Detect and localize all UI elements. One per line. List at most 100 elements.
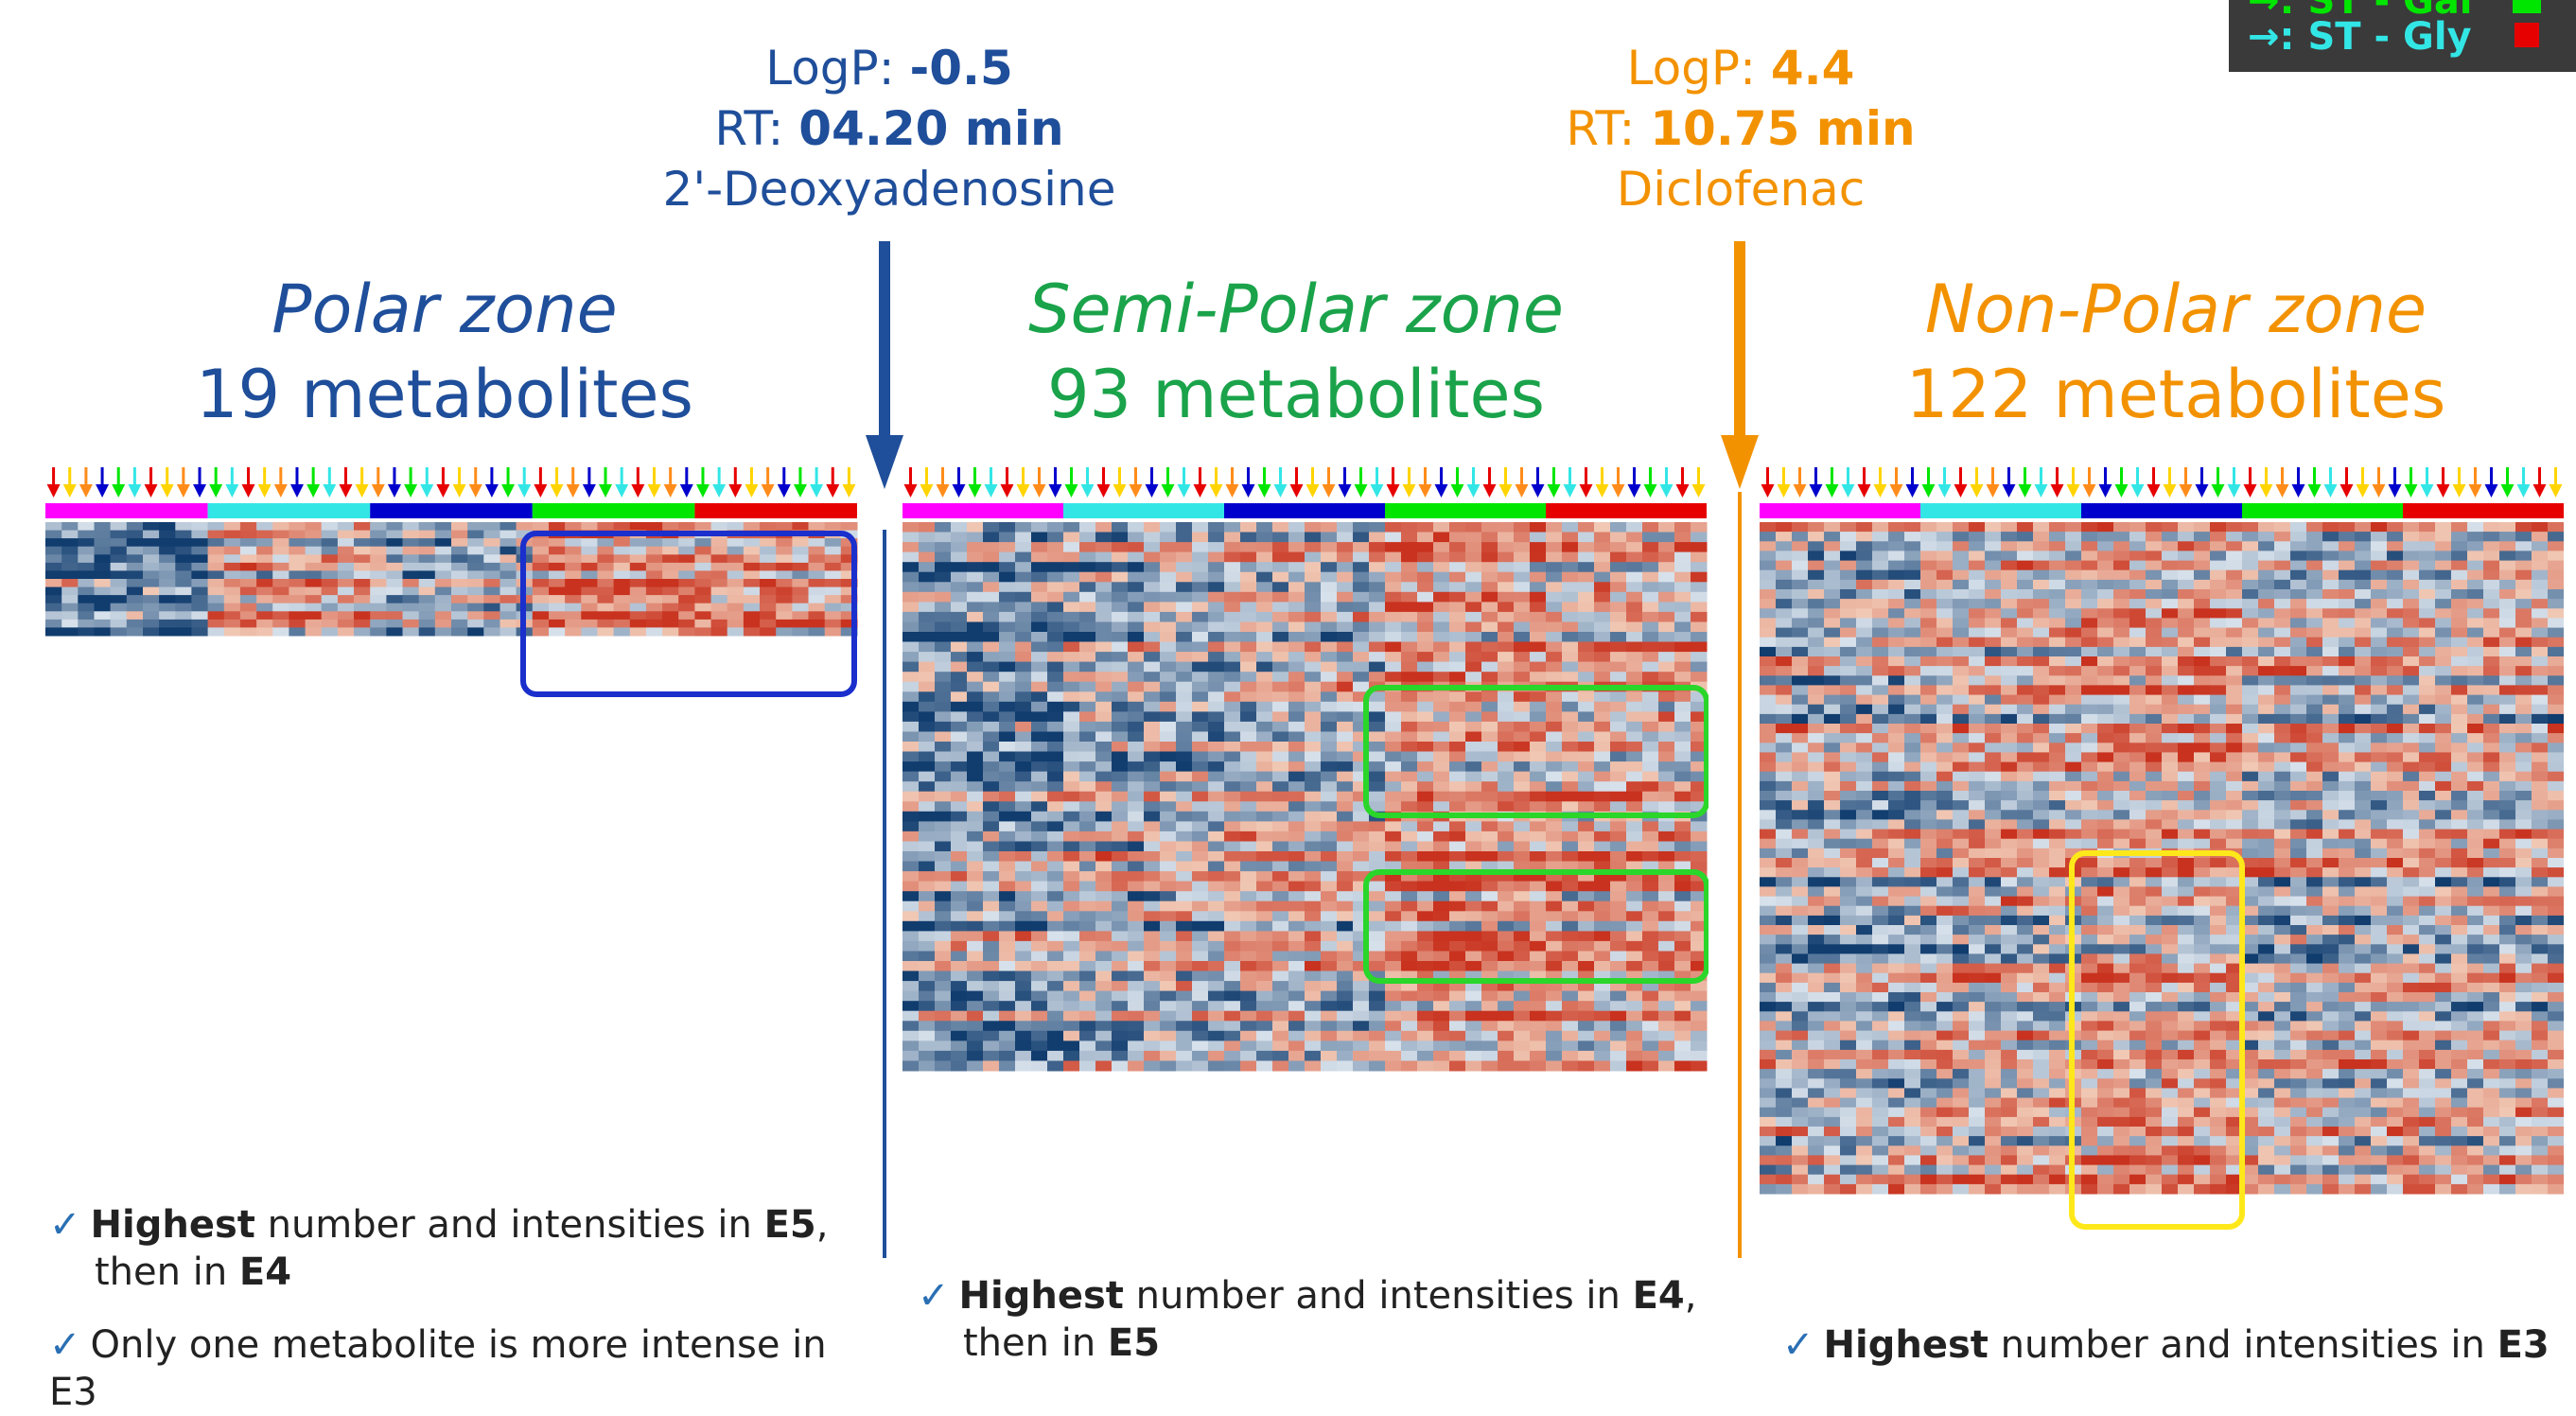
sample-arrow-icon bbox=[1675, 467, 1690, 498]
group-bar bbox=[694, 503, 857, 518]
sample-arrow-icon bbox=[225, 467, 239, 498]
sample-arrow-icon bbox=[2420, 467, 2434, 498]
sample-arrow-icon bbox=[452, 467, 466, 498]
sample-arrow-icon bbox=[2549, 467, 2563, 498]
heatmap-semipolar bbox=[902, 465, 1709, 1080]
marker-polar: LogP: -0.5 RT: 04.20 min 2'-Deoxyadenosi… bbox=[605, 38, 1173, 219]
sample-arrow-icon bbox=[1209, 467, 1223, 498]
sample-arrow-icon bbox=[1986, 467, 2000, 498]
zone-polar: Polar zone 19 metabolites bbox=[66, 267, 823, 437]
sample-arrow-icon bbox=[695, 467, 710, 498]
sample-arrow-icon bbox=[1161, 467, 1175, 498]
sample-arrow-icon bbox=[566, 467, 580, 498]
sample-arrow-icon bbox=[2452, 467, 2466, 498]
sample-arrow-icon bbox=[1595, 467, 1609, 498]
heatmap-svg bbox=[45, 467, 858, 697]
sample-arrow-icon bbox=[1809, 467, 1823, 498]
legend-line-gly: →: ST - Gly bbox=[2248, 15, 2472, 59]
sample-arrow-icon bbox=[339, 467, 353, 498]
sample-arrow-icon bbox=[2339, 467, 2354, 498]
sample-arrow-icon bbox=[1145, 467, 1159, 498]
group-bar bbox=[370, 503, 533, 518]
sample-arrow-icon bbox=[2034, 467, 2048, 498]
sample-arrow-icon bbox=[615, 467, 629, 498]
sample-arrow-icon bbox=[1954, 467, 1968, 498]
sample-arrow-icon bbox=[810, 467, 824, 498]
sample-arrow-icon bbox=[679, 467, 693, 498]
sample-arrow-icon bbox=[1080, 467, 1095, 498]
zone-count: 19 metabolites bbox=[195, 356, 694, 433]
group-bar bbox=[2242, 503, 2403, 518]
sample-arrow-icon bbox=[777, 467, 791, 498]
sample-arrow-icon bbox=[1306, 467, 1320, 498]
sample-arrow-icon bbox=[793, 467, 807, 498]
bullet-polar-2: ✓ Only one metabolite is more intense in … bbox=[49, 1323, 827, 1414]
sample-arrow-icon bbox=[1032, 467, 1046, 498]
sample-arrow-icon bbox=[2356, 467, 2370, 498]
check-icon: ✓ bbox=[49, 1323, 81, 1367]
legend-line-top: →: ST - Gal bbox=[2248, 0, 2473, 23]
sample-arrow-icon bbox=[663, 467, 677, 498]
sample-arrow-icon bbox=[2468, 467, 2482, 498]
sample-arrow-icon bbox=[1418, 467, 1432, 498]
sample-arrow-icon bbox=[1547, 467, 1561, 498]
sample-arrow-icon bbox=[1627, 467, 1641, 498]
sample-arrow-icon bbox=[647, 467, 661, 498]
sample-arrow-icon bbox=[1434, 467, 1448, 498]
highlight-box bbox=[1363, 685, 1709, 818]
sample-arrow-icon bbox=[1129, 467, 1143, 498]
sample-arrow-icon bbox=[842, 467, 856, 498]
sample-arrow-icon bbox=[2066, 467, 2080, 498]
sample-arrow-icon bbox=[307, 467, 321, 498]
zone-title: Semi-Polar zone bbox=[1028, 271, 1564, 348]
sample-arrow-icon bbox=[2484, 467, 2498, 498]
sample-arrow-icon bbox=[1096, 467, 1111, 498]
sample-arrow-icon bbox=[1193, 467, 1207, 498]
sample-arrow-icon bbox=[1970, 467, 1984, 498]
sample-arrow-icon bbox=[387, 467, 401, 498]
check-icon: ✓ bbox=[918, 1274, 950, 1318]
sample-arrow-icon bbox=[1531, 467, 1545, 498]
sample-arrow-icon bbox=[2147, 467, 2161, 498]
polar-boundary-arrow-icon bbox=[866, 241, 903, 489]
sample-arrow-icon bbox=[1498, 467, 1513, 498]
sample-arrow-icon bbox=[436, 467, 450, 498]
sample-arrow-icon bbox=[936, 467, 950, 498]
sample-arrow-icon bbox=[160, 467, 174, 498]
check-icon: ✓ bbox=[49, 1203, 81, 1247]
sample-arrow-icon bbox=[1793, 467, 1807, 498]
bullet-nonpolar-1: ✓ Highest number and intensities in E3 bbox=[1782, 1323, 2550, 1367]
sample-arrow-icon bbox=[1905, 467, 1919, 498]
zone-nonpolar: Non-Polar zone 122 metabolites bbox=[1797, 267, 2554, 437]
sample-arrow-icon bbox=[1402, 467, 1416, 498]
logp-value: 4.4 bbox=[1770, 41, 1855, 96]
sample-arrow-icon bbox=[1000, 467, 1014, 498]
compound-name: 2'-Deoxyadenosine bbox=[662, 162, 1116, 217]
sample-arrow-icon bbox=[1016, 467, 1030, 498]
rt-value: 10.75 min bbox=[1650, 101, 1916, 156]
sample-arrow-icon bbox=[144, 467, 158, 498]
sample-arrow-icon bbox=[631, 467, 645, 498]
group-bar bbox=[1063, 503, 1224, 518]
sample-arrow-icon bbox=[1482, 467, 1497, 498]
sample-arrow-icon bbox=[2114, 467, 2129, 498]
sample-arrow-icon bbox=[404, 467, 418, 498]
bullet-semipolar-1: ✓ Highest number and intensities in E4, t… bbox=[918, 1274, 1697, 1365]
group-bar bbox=[2081, 503, 2242, 518]
sample-arrow-icon bbox=[1515, 467, 1529, 498]
zone-count: 122 metabolites bbox=[1905, 356, 2446, 433]
sample-arrow-icon bbox=[2179, 467, 2193, 498]
sample-arrow-icon bbox=[1241, 467, 1255, 498]
sample-arrow-icon bbox=[1225, 467, 1239, 498]
heatmap-nonpolar bbox=[1760, 465, 2565, 1239]
sample-arrow-icon bbox=[2002, 467, 2016, 498]
sample-arrow-icon bbox=[2500, 467, 2515, 498]
highlight-box bbox=[2069, 850, 2245, 1230]
sample-arrow-icon bbox=[46, 467, 61, 498]
sample-arrow-icon bbox=[289, 467, 304, 498]
sample-arrow-icon bbox=[599, 467, 613, 498]
group-bar bbox=[207, 503, 371, 518]
sample-arrow-icon bbox=[1322, 467, 1336, 498]
sample-arrow-icon bbox=[273, 467, 288, 498]
sample-arrow-icon bbox=[2372, 467, 2386, 498]
